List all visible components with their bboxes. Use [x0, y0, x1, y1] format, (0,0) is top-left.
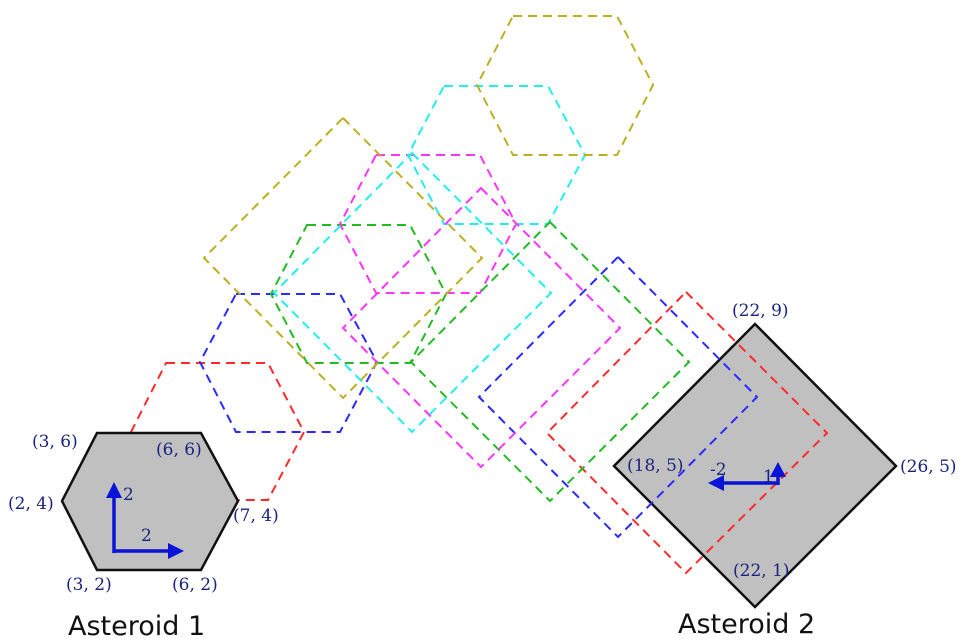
- asteroid-1-velocity-y-label: 2: [123, 485, 134, 505]
- asteroid-2-trail-step-6: [202, 116, 484, 400]
- asteroid-1-trail-step-3: [269, 224, 448, 364]
- asteroid-2-trail-step-5: [272, 151, 553, 434]
- asteroid-2-velocity-x-label: -2: [710, 460, 727, 480]
- asteroid-2-velocity-y-arrowhead: [770, 462, 786, 477]
- asteroid-2-velocity-y-label: 1: [763, 467, 774, 487]
- asteroid-2-vertex-labels: (22, 9) (18, 5) (26, 5) (22, 1): [627, 301, 957, 581]
- asteroid-1-vertex-labels: (3, 6) (6, 6) (2, 4) (7, 4) (3, 2) (6, 2…: [8, 432, 279, 595]
- asteroid-1-vertex-bottom-right: (6, 2): [172, 575, 218, 595]
- asteroid-1-velocity-y-arrowhead: [106, 482, 122, 498]
- asteroid-1-vertex-top-left: (3, 6): [32, 432, 78, 452]
- asteroid-2-vertex-bottom: (22, 1): [733, 561, 790, 581]
- asteroid-2-vertex-right: (26, 5): [900, 457, 957, 477]
- asteroid-1-title: Asteroid 1: [68, 611, 205, 641]
- asteroid-1-trail: [129, 15, 655, 501]
- asteroid-2-trail: [202, 116, 829, 575]
- asteroid-1-shape: [60, 431, 240, 572]
- asteroid-1-vertex-top-right: (6, 6): [156, 440, 202, 460]
- asteroid-1-vertex-left: (2, 4): [8, 494, 54, 514]
- asteroid-2-vertex-left: (18, 5): [627, 456, 684, 476]
- asteroid-2-vertex-top: (22, 9): [732, 301, 789, 321]
- asteroid-2-trail-step-3: [409, 220, 691, 503]
- asteroid-2-title: Asteroid 2: [678, 609, 815, 640]
- asteroid-2-trail-step-1: [545, 290, 829, 575]
- asteroid-2-trail-step-2: [477, 255, 759, 539]
- asteroid-1-vertex-right: (7, 4): [233, 506, 279, 526]
- asteroid-1-trail-step-6: [475, 15, 655, 156]
- asteroid-1-trail-step-2: [198, 293, 379, 433]
- asteroid-2-velocity-x-arrowhead: [708, 475, 724, 491]
- asteroid-1-velocity-x-label: 2: [141, 526, 152, 546]
- asteroid-1-trail-step-4: [338, 154, 518, 294]
- asteroid-1-vertex-bottom-left: (3, 2): [66, 575, 112, 595]
- asteroid-1-velocity-x-arrowhead: [168, 543, 184, 559]
- asteroid-2-velocity: -2 1: [708, 460, 786, 491]
- asteroid-2-shape: [612, 322, 898, 609]
- asteroid-1-velocity: 2 2: [106, 482, 184, 559]
- asteroid-2-trail-step-4: [341, 186, 622, 469]
